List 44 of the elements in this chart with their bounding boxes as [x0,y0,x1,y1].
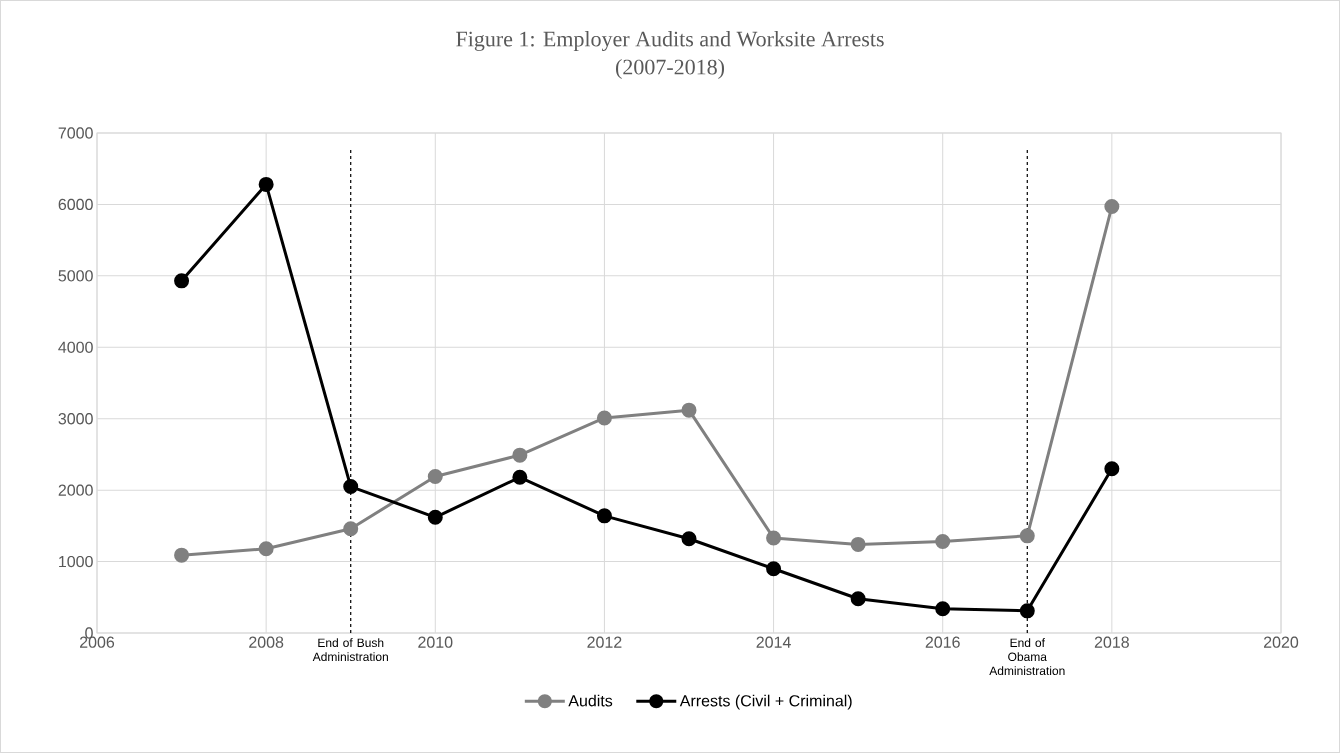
point [681,531,697,547]
point [850,591,866,607]
ref-line-label: End of Obama Administration [989,638,1065,676]
point [596,410,612,426]
y-tick-label: 2000 [58,484,93,496]
chart-title: Figure 1: Employer Audits and Worksite Arrests [456,30,884,51]
x-tick-label: 2018 [1094,636,1129,648]
x-tick-label: 2010 [418,636,453,648]
y-tick-label: 4000 [58,341,93,353]
y-tick-label: 3000 [58,413,93,425]
point [681,402,697,418]
point [512,447,528,463]
point [1019,528,1035,544]
point [258,541,274,557]
point [174,547,190,563]
point [1104,199,1120,215]
y-tick-label: 6000 [58,198,93,211]
point [1019,603,1035,619]
x-tick-label: 2020 [1264,636,1299,648]
y-tick-label: 5000 [58,270,93,282]
point [596,508,612,524]
point [343,521,359,537]
point [174,273,190,289]
legend-label: Audits [568,694,613,707]
point [850,536,866,552]
x-tick-label: 2016 [925,636,960,648]
point [427,509,443,525]
point [766,561,782,577]
x-tick-label: 2012 [587,636,622,648]
x-tick-label: 2014 [756,636,791,648]
point [343,479,359,495]
point [935,534,951,550]
chart-subtitle: (2007-2018) [615,59,725,79]
point [935,601,951,617]
point [427,469,443,485]
y-tick-label: 1000 [59,555,93,568]
y-tick-label: 7000 [58,127,93,139]
point [766,530,782,546]
point [1104,461,1120,477]
legend-label: Arrests (Civil + Criminal) [679,694,852,710]
point [512,469,528,485]
ref-line-label: End of Bush Administration [312,638,388,662]
point [258,176,274,192]
x-tick-label: 2008 [249,636,284,648]
